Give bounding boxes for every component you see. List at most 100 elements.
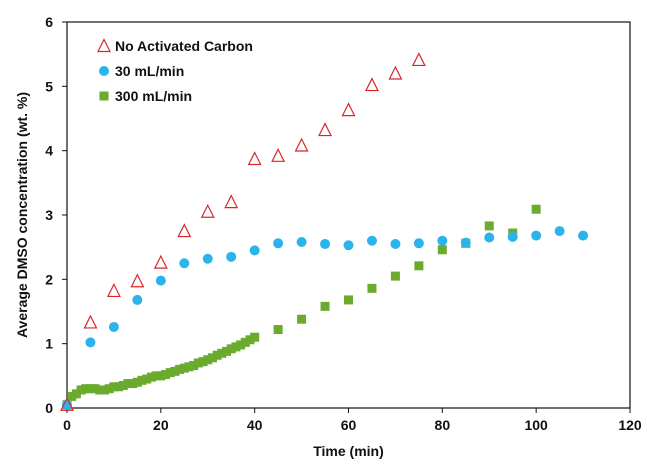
data-point: [414, 261, 424, 271]
data-point: [83, 314, 98, 329]
data-point: [484, 232, 495, 243]
legend-label: 300 mL/min: [115, 88, 192, 104]
x-tick-label: 120: [618, 417, 642, 433]
data-point: [109, 382, 119, 392]
series-layer: [60, 52, 589, 411]
data-point: [132, 377, 142, 387]
data-point: [161, 370, 171, 380]
data-point: [189, 361, 199, 371]
data-point: [106, 283, 121, 298]
data-point: [296, 237, 307, 248]
data-point: [390, 238, 401, 249]
data-point: [175, 364, 185, 374]
data-point: [146, 372, 156, 382]
data-point: [250, 332, 260, 342]
data-point: [85, 384, 95, 394]
data-point: [71, 389, 81, 399]
data-point: [108, 321, 119, 332]
axes: 0 20 40 60 80 100 120 0 1 2 3 4 5 6: [45, 14, 642, 433]
data-point: [273, 238, 284, 249]
data-point: [294, 137, 309, 152]
data-point: [484, 221, 494, 231]
data-point: [390, 271, 400, 281]
x-tick-label: 80: [435, 417, 451, 433]
data-point: [67, 391, 77, 401]
data-point: [137, 375, 147, 385]
data-point: [578, 230, 589, 241]
x-tick-label: 60: [341, 417, 357, 433]
y-tick-label: 3: [45, 207, 53, 223]
data-point: [364, 77, 379, 92]
y-tick-label: 4: [45, 143, 53, 159]
data-point: [179, 363, 189, 373]
data-point: [114, 382, 124, 392]
data-point: [388, 65, 403, 80]
data-point: [320, 301, 330, 311]
data-point: [271, 147, 286, 162]
data-point: [193, 358, 203, 368]
legend-marker: [97, 38, 111, 53]
x-axis-title: Time (min): [313, 443, 384, 459]
data-point: [413, 238, 424, 249]
data-point: [177, 223, 192, 238]
data-point: [123, 379, 133, 389]
data-point: [153, 254, 168, 269]
data-point: [240, 337, 250, 347]
data-point: [531, 230, 542, 241]
data-point: [81, 384, 91, 394]
data-point: [212, 350, 222, 360]
y-tick-label: 5: [45, 78, 53, 94]
data-point: [437, 245, 447, 255]
data-point: [249, 245, 260, 256]
data-point: [343, 240, 354, 251]
data-point: [203, 355, 213, 365]
legend-label: 30 mL/min: [115, 63, 184, 79]
x-tick-label: 20: [153, 417, 169, 433]
data-point: [247, 151, 262, 166]
series-1: [62, 226, 589, 410]
plot-area: [66, 21, 631, 409]
data-point: [367, 283, 377, 293]
data-point: [132, 294, 143, 305]
data-point: [165, 368, 175, 378]
data-point: [130, 273, 145, 288]
data-point: [318, 122, 333, 137]
data-point: [142, 374, 152, 384]
y-tick-label: 1: [45, 336, 53, 352]
legend: No Activated Carbon 30 mL/min 300 mL/min: [97, 38, 253, 104]
data-point: [320, 238, 331, 249]
data-point: [297, 314, 307, 324]
data-point: [156, 371, 166, 381]
legend-marker: [99, 91, 109, 101]
data-point: [179, 258, 190, 269]
data-point: [217, 348, 227, 358]
data-point: [226, 251, 237, 262]
data-point: [155, 275, 166, 286]
data-point: [366, 235, 377, 246]
x-tick-label: 40: [247, 417, 263, 433]
data-point: [202, 253, 213, 264]
legend-label: No Activated Carbon: [115, 38, 253, 54]
data-point: [231, 342, 241, 352]
data-point: [90, 384, 100, 394]
data-point: [341, 102, 356, 117]
series-0: [60, 52, 426, 411]
data-point: [226, 344, 236, 354]
data-point: [151, 371, 161, 381]
data-point: [236, 340, 246, 350]
series-2: [62, 204, 541, 410]
data-point: [554, 226, 565, 237]
data-point: [344, 295, 353, 305]
data-point: [198, 357, 208, 367]
data-point: [507, 231, 518, 242]
data-point: [85, 337, 96, 348]
data-point: [224, 194, 239, 209]
y-tick-label: 6: [45, 14, 53, 30]
data-point: [460, 237, 471, 248]
data-point: [100, 385, 110, 395]
data-point: [60, 396, 74, 411]
data-point: [531, 204, 541, 214]
data-point: [245, 335, 255, 345]
data-point: [200, 203, 215, 218]
